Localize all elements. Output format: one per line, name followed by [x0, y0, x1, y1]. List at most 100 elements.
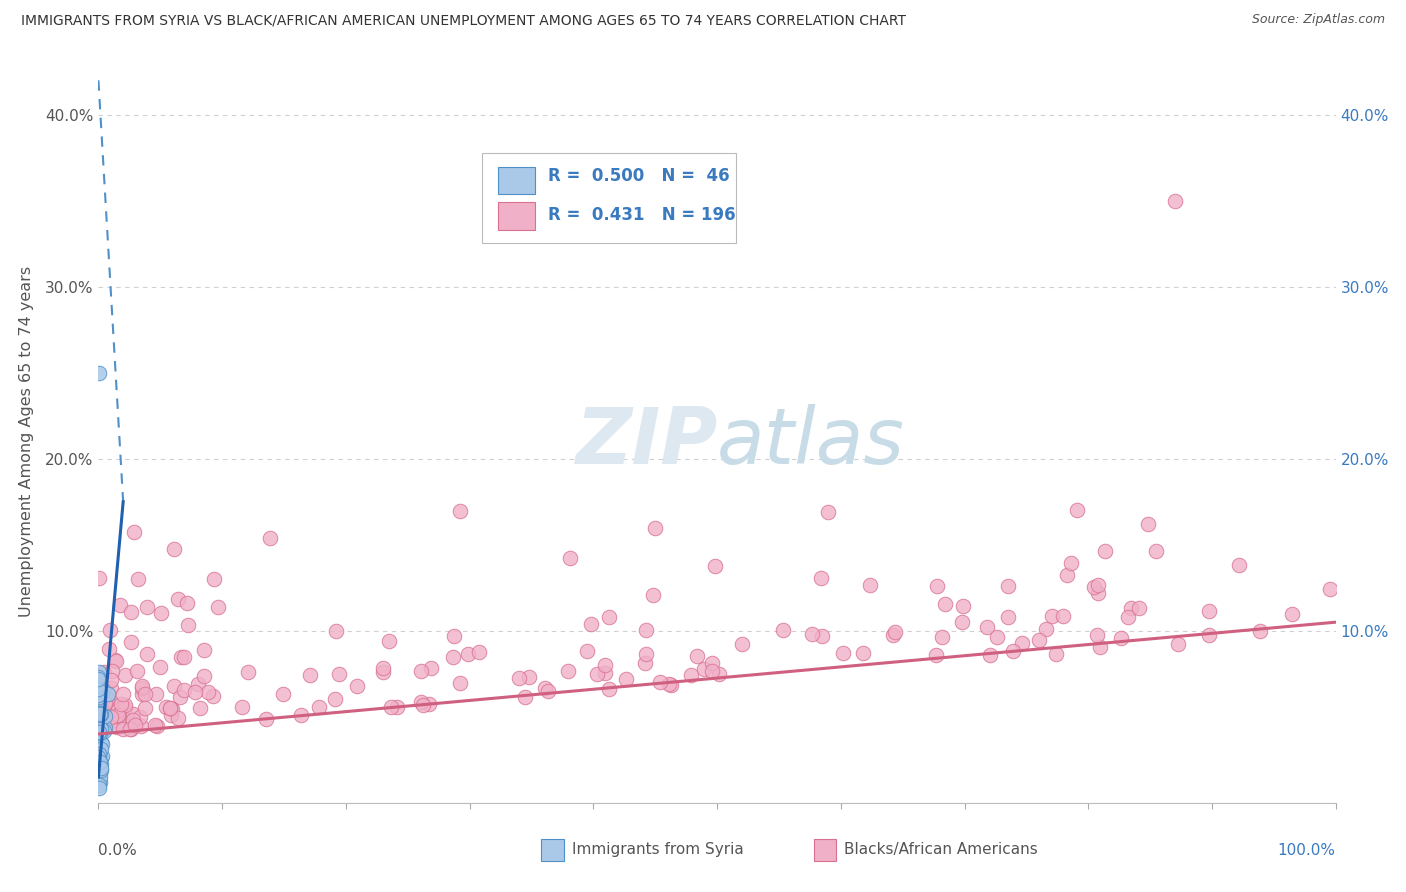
Point	[308, 700, 330, 714]
Point	[87, 670, 110, 684]
Point	[159, 700, 181, 714]
Point	[143, 718, 166, 732]
Point	[202, 689, 225, 703]
Point	[950, 615, 973, 629]
Text: 0.0%: 0.0%	[98, 843, 138, 857]
Point	[98, 641, 121, 656]
Point	[118, 722, 141, 736]
Point	[107, 708, 129, 723]
Point	[187, 676, 209, 690]
Point	[93, 709, 115, 723]
FancyBboxPatch shape	[814, 838, 835, 861]
Point	[120, 635, 142, 649]
Point	[931, 630, 953, 644]
Point	[1281, 607, 1303, 622]
Point	[87, 711, 110, 725]
Point	[1083, 580, 1105, 594]
Point	[91, 705, 114, 719]
Point	[89, 766, 111, 780]
Point	[1121, 601, 1143, 615]
Point	[162, 679, 184, 693]
Point	[173, 649, 195, 664]
Point	[420, 661, 443, 675]
Point	[658, 677, 681, 691]
Point	[832, 646, 855, 660]
Point	[648, 675, 671, 690]
Point	[176, 596, 198, 610]
Point	[659, 678, 682, 692]
Point	[1066, 503, 1088, 517]
Point	[90, 704, 112, 718]
Text: ZIP: ZIP	[575, 403, 717, 480]
Point	[692, 662, 714, 676]
Point	[89, 755, 111, 769]
Point	[159, 708, 181, 723]
Point	[598, 682, 620, 697]
Point	[412, 698, 434, 712]
Point	[1040, 608, 1063, 623]
Point	[986, 630, 1008, 644]
Point	[87, 745, 110, 759]
Point	[93, 681, 115, 696]
Point	[128, 709, 150, 723]
Point	[120, 606, 142, 620]
FancyBboxPatch shape	[541, 838, 564, 861]
Point	[810, 629, 832, 643]
Point	[643, 588, 665, 602]
Point	[883, 624, 905, 639]
Point	[122, 707, 145, 722]
Point	[231, 700, 253, 714]
Point	[129, 719, 152, 733]
Point	[1109, 631, 1132, 645]
Point	[686, 648, 709, 663]
Point	[89, 756, 111, 770]
Point	[131, 681, 153, 696]
Point	[328, 667, 350, 681]
Point	[585, 667, 607, 681]
Point	[87, 764, 110, 779]
Point	[679, 668, 702, 682]
Point	[167, 591, 190, 606]
Point	[136, 647, 159, 661]
Point	[114, 668, 136, 682]
Point	[598, 609, 620, 624]
Point	[170, 650, 193, 665]
Point	[1087, 577, 1109, 591]
Y-axis label: Unemployment Among Ages 65 to 74 years: Unemployment Among Ages 65 to 74 years	[18, 266, 34, 617]
Point	[1087, 586, 1109, 600]
Point	[1198, 604, 1220, 618]
Point	[380, 700, 402, 714]
Point	[614, 672, 637, 686]
Point	[89, 714, 111, 729]
Point	[700, 656, 723, 670]
Point	[110, 700, 132, 714]
Point	[1052, 608, 1074, 623]
Point	[409, 695, 432, 709]
Point	[93, 665, 115, 680]
Point	[122, 525, 145, 540]
Text: atlas: atlas	[717, 403, 905, 480]
Point	[1011, 636, 1033, 650]
Point	[146, 718, 169, 732]
Point	[450, 504, 472, 518]
Point	[90, 735, 112, 749]
Point	[1116, 610, 1139, 624]
Point	[155, 699, 177, 714]
Text: R =  0.431   N = 196: R = 0.431 N = 196	[547, 206, 735, 224]
Point	[90, 717, 112, 731]
Point	[90, 761, 112, 775]
Point	[90, 737, 112, 751]
Point	[131, 687, 153, 701]
Point	[882, 628, 904, 642]
Point	[576, 644, 599, 658]
Point	[519, 670, 541, 684]
Point	[852, 646, 875, 660]
Point	[87, 749, 110, 764]
Point	[925, 648, 948, 662]
Point	[89, 758, 111, 772]
Point	[169, 690, 191, 705]
Point	[1249, 624, 1271, 638]
Point	[87, 750, 110, 764]
Point	[127, 572, 149, 586]
Point	[441, 650, 464, 665]
